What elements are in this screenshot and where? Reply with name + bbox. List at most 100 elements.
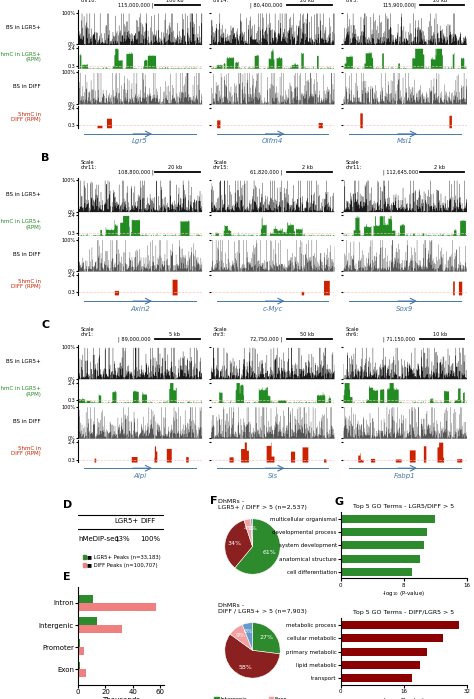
Text: Scale
chr11:: Scale chr11:	[81, 160, 97, 170]
Text: E: E	[63, 572, 70, 582]
Bar	[341, 528, 428, 536]
Text: 20 kb: 20 kb	[168, 165, 182, 170]
Text: DhMRs -
DIFF / LGR5+ > 5 (n=7,903): DhMRs - DIFF / LGR5+ > 5 (n=7,903)	[218, 603, 307, 614]
Legend: Intergenic, Promoter (± 2kb), Exon, Intron: Intergenic, Promoter (± 2kb), Exon, Intr…	[212, 695, 292, 699]
Bar	[341, 554, 419, 563]
Text: Scale
chr3:: Scale chr3:	[213, 327, 227, 338]
Wedge shape	[230, 625, 253, 650]
Text: 61,820,000 |: 61,820,000 |	[250, 169, 283, 175]
Text: 58%: 58%	[239, 665, 253, 670]
Text: 5hmC in
DIFF (RPM): 5hmC in DIFF (RPM)	[11, 446, 41, 456]
Text: 1%: 1%	[247, 526, 257, 531]
Bar	[341, 621, 459, 629]
Text: 2 kb: 2 kb	[302, 165, 313, 170]
Wedge shape	[253, 623, 280, 654]
Text: Msi1: Msi1	[397, 138, 413, 145]
Text: Olfm4: Olfm4	[262, 138, 283, 145]
Text: | 112,645,000: | 112,645,000	[383, 169, 418, 175]
Text: 5hmC in LGR5+
(RPM): 5hmC in LGR5+ (RPM)	[0, 52, 41, 62]
Text: BS in DIFF: BS in DIFF	[13, 85, 41, 89]
Text: Sis: Sis	[267, 473, 278, 479]
Text: 9%: 9%	[236, 633, 246, 638]
Wedge shape	[251, 519, 253, 547]
Text: BS in LGR5+: BS in LGR5+	[6, 192, 41, 197]
Text: 34%: 34%	[228, 540, 242, 546]
Text: F: F	[210, 496, 217, 506]
Text: 6%: 6%	[244, 629, 254, 635]
Title: Top 5 GO Terms - LGR5/DIFF > 5: Top 5 GO Terms - LGR5/DIFF > 5	[353, 504, 455, 509]
Text: | 89,000,000: | 89,000,000	[118, 336, 150, 342]
Text: 5 kb: 5 kb	[169, 332, 180, 338]
Text: 27%: 27%	[260, 635, 273, 640]
Bar	[341, 661, 419, 669]
Bar	[78, 647, 84, 655]
Text: 2 kb: 2 kb	[434, 165, 445, 170]
Bar	[341, 635, 443, 642]
Text: | 80,400,000: | 80,400,000	[250, 2, 283, 8]
Bar	[78, 595, 92, 603]
Wedge shape	[225, 520, 253, 568]
Legend: ■ LGR5+ Peaks (n=33,183), ■ DIFF Peaks (n=100,707): ■ LGR5+ Peaks (n=33,183), ■ DIFF Peaks (…	[81, 553, 163, 570]
Text: 61%: 61%	[263, 550, 276, 555]
Text: 72,750,000 |: 72,750,000 |	[250, 336, 283, 342]
Bar	[78, 625, 122, 633]
Bar	[341, 675, 412, 682]
Text: B: B	[41, 153, 49, 164]
Text: 13%: 13%	[114, 536, 130, 542]
Text: hMeDIP-seq: hMeDIP-seq	[78, 536, 119, 542]
Text: Alpi: Alpi	[134, 473, 147, 479]
X-axis label: -log$_{10}$ (P-value): -log$_{10}$ (P-value)	[382, 696, 426, 699]
Text: 10 kb: 10 kb	[433, 332, 447, 338]
Text: 4%: 4%	[244, 526, 254, 531]
Text: Scale
chr11:: Scale chr11:	[346, 160, 362, 170]
Wedge shape	[235, 519, 280, 574]
Text: 5hmC in LGR5+
(RPM): 5hmC in LGR5+ (RPM)	[0, 219, 41, 229]
Text: | 71,150,000: | 71,150,000	[383, 336, 415, 342]
Text: C: C	[41, 320, 49, 331]
Bar	[341, 648, 428, 656]
Text: LGR5+: LGR5+	[114, 519, 138, 524]
Text: 5hmC in
DIFF (RPM): 5hmC in DIFF (RPM)	[11, 112, 41, 122]
Text: Scale
chr15:: Scale chr15:	[213, 160, 229, 170]
Text: 50 kb: 50 kb	[300, 332, 314, 338]
Text: BS in DIFF: BS in DIFF	[13, 252, 41, 257]
X-axis label: Thousands: Thousands	[102, 697, 140, 699]
Text: Lgr5: Lgr5	[132, 138, 148, 145]
Bar	[341, 541, 424, 549]
Text: 5hmC in LGR5+
(RPM): 5hmC in LGR5+ (RPM)	[0, 387, 41, 397]
X-axis label: -log$_{10}$ (P-value): -log$_{10}$ (P-value)	[382, 589, 426, 598]
Text: 100%: 100%	[140, 536, 160, 542]
Text: Scale
chr14:: Scale chr14:	[213, 0, 229, 3]
Text: BS in DIFF: BS in DIFF	[13, 419, 41, 424]
Bar	[78, 617, 97, 625]
Text: G: G	[335, 496, 344, 507]
Wedge shape	[225, 634, 280, 678]
Text: BS in LGR5+: BS in LGR5+	[6, 359, 41, 364]
Bar	[341, 514, 436, 523]
Text: 5hmC in
DIFF (RPM): 5hmC in DIFF (RPM)	[11, 279, 41, 289]
Text: 108,800,000 |: 108,800,000 |	[118, 169, 154, 175]
Text: Sox9: Sox9	[396, 305, 414, 312]
Text: 20 kb: 20 kb	[300, 0, 314, 3]
Text: 100 kb: 100 kb	[166, 0, 183, 3]
Text: c-Myc: c-Myc	[263, 305, 283, 312]
Bar	[341, 568, 412, 576]
Wedge shape	[244, 519, 253, 547]
Text: Fabp1: Fabp1	[394, 473, 416, 479]
Text: D: D	[63, 500, 72, 510]
Text: BS in LGR5+: BS in LGR5+	[6, 25, 41, 30]
Title: Top 5 GO Terms - DIFF/LGR5 > 5: Top 5 GO Terms - DIFF/LGR5 > 5	[353, 610, 455, 615]
Text: DIFF: DIFF	[140, 519, 155, 524]
Text: Scale
chr10:: Scale chr10:	[81, 0, 97, 3]
Text: Axin2: Axin2	[130, 305, 150, 312]
Text: DhMRs -
LGR5+ / DIFF > 5 (n=2,537): DhMRs - LGR5+ / DIFF > 5 (n=2,537)	[218, 499, 307, 510]
Bar	[78, 603, 156, 611]
Text: 20 kb: 20 kb	[433, 0, 447, 3]
Text: 115,900,000|: 115,900,000|	[383, 2, 417, 8]
Text: Scale
chr1:: Scale chr1:	[81, 327, 94, 338]
Text: 115,000,000 |: 115,000,000 |	[118, 2, 153, 8]
Bar	[78, 670, 86, 677]
Bar	[78, 662, 80, 670]
Text: Scale
chr5:: Scale chr5:	[346, 0, 359, 3]
Bar	[78, 640, 80, 647]
